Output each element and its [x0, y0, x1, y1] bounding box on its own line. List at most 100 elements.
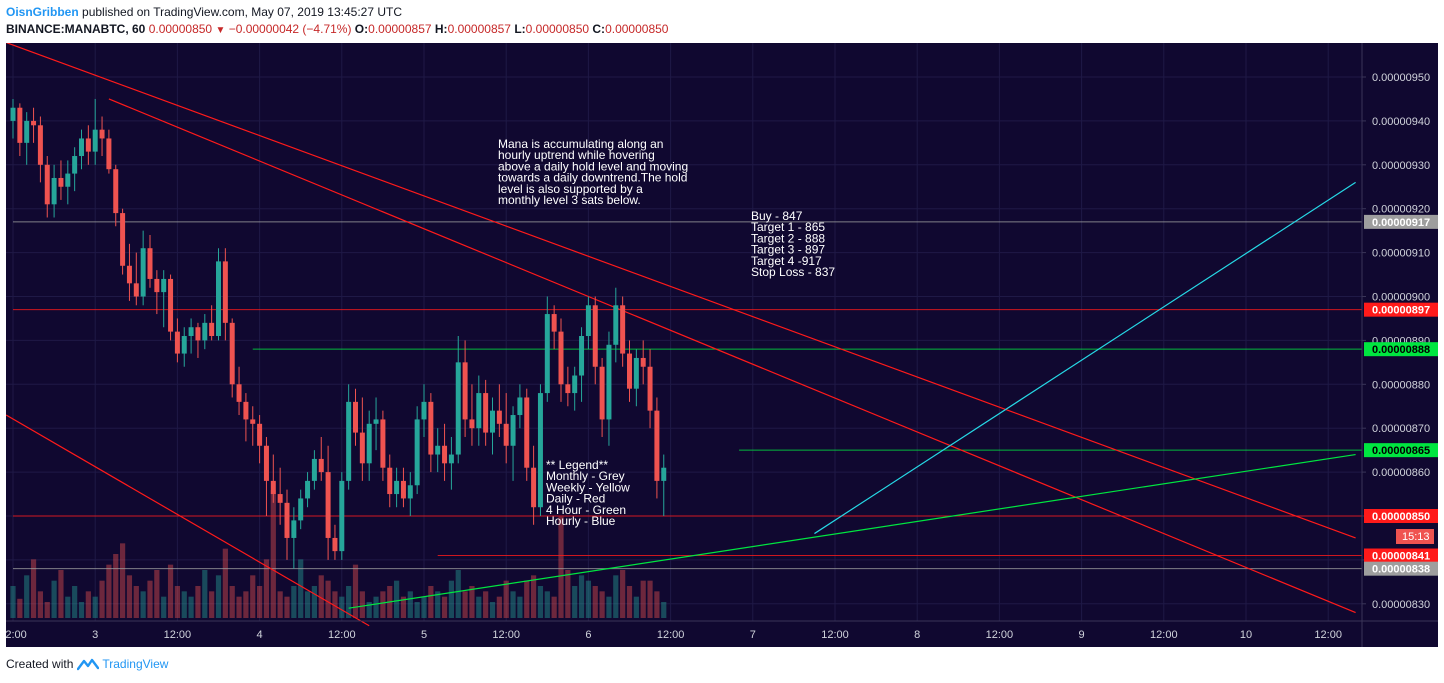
candle[interactable]	[558, 318, 564, 402]
candle[interactable]	[544, 296, 550, 402]
candle[interactable]	[250, 406, 256, 446]
candle[interactable]	[394, 467, 400, 508]
candle[interactable]	[366, 410, 372, 481]
candle[interactable]	[126, 243, 132, 301]
trendline-cyan[interactable]	[814, 181, 1356, 535]
candle[interactable]	[606, 331, 612, 446]
candle[interactable]	[517, 384, 523, 429]
candle[interactable]	[428, 393, 434, 473]
candle[interactable]	[640, 340, 646, 385]
candle[interactable]	[633, 349, 639, 407]
candle[interactable]	[298, 489, 304, 530]
candle[interactable]	[647, 349, 653, 429]
candle[interactable]	[113, 164, 119, 227]
candle[interactable]	[99, 116, 105, 157]
candle[interactable]	[92, 98, 98, 165]
candle[interactable]	[579, 327, 585, 402]
candle[interactable]	[325, 445, 331, 560]
candle[interactable]	[65, 160, 71, 205]
candle[interactable]	[537, 384, 543, 516]
candle[interactable]	[613, 287, 619, 363]
candle[interactable]	[551, 305, 557, 350]
candle[interactable]	[346, 384, 352, 490]
candle[interactable]	[442, 423, 448, 481]
candle[interactable]	[490, 397, 495, 455]
candle[interactable]	[133, 252, 139, 306]
chart-container[interactable]: Mana is accumulating along an hourly uptr…	[6, 43, 1438, 647]
candle[interactable]	[455, 336, 461, 464]
candle[interactable]	[161, 270, 167, 328]
price-level-tag[interactable]	[1364, 561, 1438, 576]
candle[interactable]	[503, 393, 509, 464]
trendline-red[interactable]	[6, 414, 370, 627]
candle[interactable]	[373, 397, 379, 451]
candle[interactable]	[140, 230, 146, 306]
price-level-tag[interactable]	[1364, 302, 1438, 317]
trade-plan-note[interactable]: Buy - 847 Target 1 - 865 Target 2 - 888 Tar…	[751, 209, 835, 279]
candle[interactable]	[44, 156, 50, 218]
candle[interactable]	[592, 296, 598, 385]
candle[interactable]	[524, 388, 530, 481]
candle[interactable]	[24, 112, 30, 165]
candle[interactable]	[387, 454, 393, 508]
candle[interactable]	[305, 472, 311, 508]
candle[interactable]	[654, 397, 660, 499]
trendline-red[interactable]	[6, 43, 1356, 539]
candle[interactable]	[339, 472, 345, 560]
tradingview-brand[interactable]: TradingView	[102, 657, 169, 671]
candle[interactable]	[154, 270, 160, 315]
candle[interactable]	[400, 467, 406, 508]
price-level-tag[interactable]	[1364, 509, 1438, 523]
candle[interactable]	[332, 524, 338, 560]
candle[interactable]	[263, 436, 269, 516]
analysis-note[interactable]: Mana is accumulating along an hourly uptr…	[498, 137, 688, 207]
candle[interactable]	[10, 98, 16, 139]
candle[interactable]	[353, 388, 358, 446]
candle[interactable]	[202, 314, 208, 350]
candle[interactable]	[222, 248, 228, 341]
price-level-tag[interactable]	[1364, 548, 1438, 563]
candle[interactable]	[620, 296, 626, 367]
candle[interactable]	[585, 296, 591, 350]
candle[interactable]	[174, 318, 180, 363]
candle[interactable]	[277, 467, 283, 525]
candle[interactable]	[79, 129, 84, 170]
candle[interactable]	[72, 147, 78, 192]
candle[interactable]	[476, 375, 482, 446]
candle[interactable]	[147, 235, 153, 288]
candle[interactable]	[414, 406, 420, 495]
candle[interactable]	[195, 322, 201, 358]
candle[interactable]	[291, 507, 297, 569]
candle[interactable]	[421, 384, 427, 437]
candle[interactable]	[17, 103, 23, 157]
candle[interactable]	[627, 340, 632, 402]
candle[interactable]	[257, 415, 263, 464]
candle[interactable]	[599, 357, 605, 437]
price-level-tag[interactable]	[1364, 214, 1438, 229]
candle[interactable]	[216, 248, 221, 341]
candle[interactable]	[31, 107, 37, 143]
candle[interactable]	[229, 318, 235, 398]
candle[interactable]	[85, 125, 91, 165]
price-level-tag[interactable]	[1364, 342, 1438, 357]
candle[interactable]	[510, 406, 516, 481]
author-link[interactable]: OisnGribben	[6, 5, 79, 19]
candle[interactable]	[469, 384, 475, 446]
candle[interactable]	[531, 445, 537, 525]
candle[interactable]	[37, 116, 43, 183]
candle[interactable]	[407, 472, 413, 516]
legend-note[interactable]: ** Legend** Monthly - Grey Weekly - Yellow…	[546, 458, 630, 528]
candle[interactable]	[106, 129, 112, 174]
candle[interactable]	[435, 428, 441, 473]
candle[interactable]	[243, 393, 249, 442]
candle[interactable]	[483, 379, 489, 446]
candle[interactable]	[58, 160, 64, 200]
candle[interactable]	[181, 327, 187, 367]
candle[interactable]	[380, 410, 386, 481]
candle[interactable]	[565, 366, 571, 407]
candle[interactable]	[311, 450, 317, 490]
candle[interactable]	[359, 397, 365, 481]
candle[interactable]	[448, 436, 454, 490]
candle[interactable]	[168, 274, 174, 341]
candle[interactable]	[284, 489, 290, 560]
